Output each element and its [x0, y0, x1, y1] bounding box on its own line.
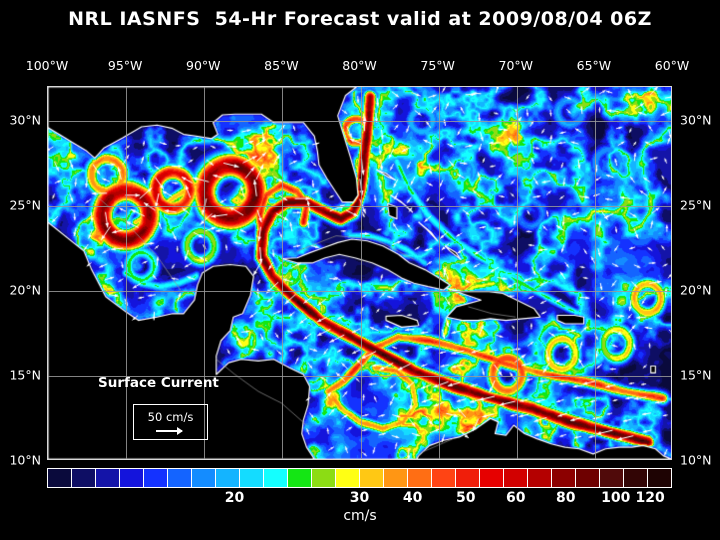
colorbar-cell-7: [216, 469, 240, 487]
colorbar-cell-6: [192, 469, 216, 487]
colorbar-tick-60: 60: [506, 490, 526, 506]
lat-tick-right-15°N: 15°N: [680, 367, 712, 383]
lat-tick-right-20°N: 20°N: [680, 282, 712, 298]
lat-tick-left-10°N: 10°N: [9, 452, 41, 468]
colorbar-cell-4: [144, 469, 168, 487]
colorbar-cell-1: [72, 469, 96, 487]
lon-tick-60°W: 60°W: [654, 58, 690, 73]
vector-scale-box: 50 cm/s: [133, 404, 208, 440]
lat-tick-left-15°N: 15°N: [9, 367, 41, 383]
colorbar-cell-11: [312, 469, 336, 487]
colorbar[interactable]: [47, 468, 672, 488]
colorbar-cell-19: [504, 469, 528, 487]
colorbar-cell-3: [120, 469, 144, 487]
lat-tick-right-30°N: 30°N: [680, 112, 712, 128]
lon-tick-80°W: 80°W: [342, 58, 377, 73]
colorbar-cell-16: [432, 469, 456, 487]
colorbar-cell-23: [600, 469, 624, 487]
lon-tick-65°W: 65°W: [576, 58, 612, 73]
lat-tick-left-25°N: 25°N: [9, 197, 41, 213]
lat-tick-left-20°N: 20°N: [9, 282, 41, 298]
lat-tick-left-30°N: 30°N: [9, 112, 41, 128]
surface-current-speed-field: [48, 87, 671, 459]
colorbar-cell-20: [528, 469, 552, 487]
vector-scale-arrow-icon: [156, 427, 183, 434]
colorbar-cell-22: [576, 469, 600, 487]
lat-tick-right-10°N: 10°N: [680, 452, 712, 468]
colorbar-cell-2: [96, 469, 120, 487]
colorbar-cell-24: [624, 469, 648, 487]
colorbar-tick-80: 80: [556, 490, 576, 506]
colorbar-units-label: cm/s: [343, 508, 377, 524]
vector-scale-value: 50 cm/s: [147, 410, 194, 424]
colorbar-tick-40: 40: [402, 490, 423, 506]
colorbar-cell-17: [456, 469, 480, 487]
lon-tick-100°W: 100°W: [25, 58, 69, 73]
colorbar-cell-25: [648, 469, 671, 487]
lon-tick-90°W: 90°W: [185, 58, 221, 73]
colorbar-tick-20: 20: [224, 490, 245, 506]
colorbar-tick-100: 100: [601, 490, 631, 506]
lon-tick-70°W: 70°W: [498, 58, 534, 73]
colorbar-cell-8: [240, 469, 264, 487]
colorbar-cell-14: [384, 469, 408, 487]
page-title: NRL IASNFS 54-Hr Forecast valid at 2009/…: [68, 8, 652, 30]
lon-tick-75°W: 75°W: [420, 58, 455, 73]
colorbar-cell-13: [360, 469, 384, 487]
lon-tick-85°W: 85°W: [264, 58, 299, 73]
colorbar-cell-12: [336, 469, 360, 487]
colorbar-tick-50: 50: [456, 490, 476, 506]
surface-current-label: Surface Current: [98, 375, 219, 391]
lat-tick-right-25°N: 25°N: [680, 197, 712, 213]
colorbar-cell-5: [168, 469, 192, 487]
colorbar-cell-21: [552, 469, 576, 487]
colorbar-tick-30: 30: [349, 490, 370, 506]
colorbar-cell-9: [264, 469, 288, 487]
colorbar-cell-0: [48, 469, 72, 487]
map-plot-area[interactable]: Surface Current 50 cm/s: [47, 86, 672, 460]
colorbar-cell-18: [480, 469, 504, 487]
colorbar-tick-120: 120: [635, 490, 665, 506]
colorbar-cell-15: [408, 469, 432, 487]
colorbar-cell-10: [288, 469, 312, 487]
lon-tick-95°W: 95°W: [107, 58, 143, 73]
